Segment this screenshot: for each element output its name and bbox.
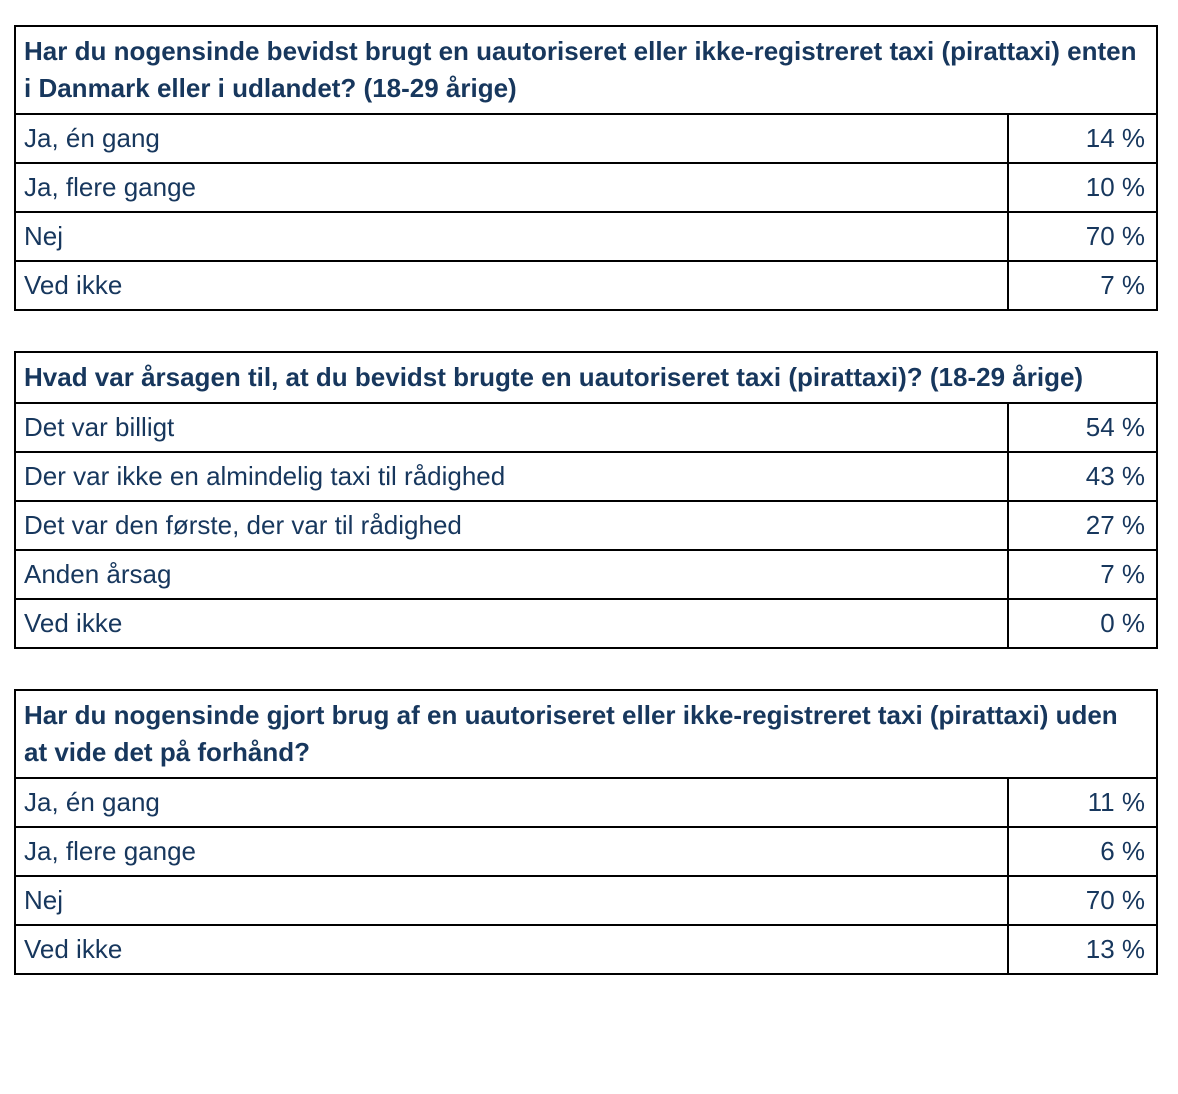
answer-label: Der var ikke en almindelig taxi til rådi… <box>14 451 1009 502</box>
answer-label: Nej <box>14 875 1009 926</box>
answer-value: 70 % <box>1007 211 1158 262</box>
answer-label: Ved ikke <box>14 260 1009 311</box>
survey-table-awareness-used: Har du nogensinde bevidst brugt en uauto… <box>14 25 1158 311</box>
survey-table-reason: Hvad var årsagen til, at du bevidst brug… <box>13 351 1159 649</box>
answer-value: 7 % <box>1007 260 1158 311</box>
answer-label: Ved ikke <box>14 924 1009 975</box>
table-row: Nej 70 % <box>14 211 1158 262</box>
answer-value: 14 % <box>1007 113 1158 164</box>
table-row: Anden årsag 7 % <box>14 549 1159 600</box>
table-row: Ja, flere gange 10 % <box>14 162 1158 213</box>
table-title: Har du nogensinde gjort brug af en uauto… <box>14 689 1158 779</box>
answer-value: 10 % <box>1007 162 1158 213</box>
table-row: Ved ikke 7 % <box>14 260 1158 311</box>
answer-label: Ja, flere gange <box>14 826 1009 877</box>
answer-value: 70 % <box>1007 875 1158 926</box>
answer-value: 13 % <box>1007 924 1158 975</box>
survey-table-unknowing-use: Har du nogensinde gjort brug af en uauto… <box>14 689 1158 975</box>
table-row: Ja, én gang 14 % <box>14 113 1158 164</box>
table-row: Ja, én gang 11 % <box>14 777 1158 828</box>
table-header-row: Har du nogensinde gjort brug af en uauto… <box>14 689 1158 779</box>
table-header-row: Hvad var årsagen til, at du bevidst brug… <box>13 351 1159 404</box>
table-title: Hvad var årsagen til, at du bevidst brug… <box>13 351 1159 404</box>
answer-label: Ja, flere gange <box>14 162 1009 213</box>
table-row: Nej 70 % <box>14 875 1158 926</box>
answer-value: 7 % <box>1006 549 1159 600</box>
answer-label: Ved ikke <box>14 598 1009 649</box>
answer-value: 0 % <box>1006 598 1159 649</box>
table-row: Det var billigt 54 % <box>14 402 1159 453</box>
answer-value: 11 % <box>1007 777 1158 828</box>
answer-value: 43 % <box>1006 451 1159 502</box>
table-header-row: Har du nogensinde bevidst brugt en uauto… <box>14 25 1158 115</box>
answer-label: Nej <box>14 211 1009 262</box>
table-row: Ja, flere gange 6 % <box>14 826 1158 877</box>
table-row: Ved ikke 13 % <box>14 924 1158 975</box>
answer-value: 6 % <box>1007 826 1158 877</box>
answer-value: 27 % <box>1006 500 1159 551</box>
table-row: Der var ikke en almindelig taxi til rådi… <box>14 451 1159 502</box>
answer-label: Ja, én gang <box>14 113 1009 164</box>
answer-label: Ja, én gang <box>14 777 1009 828</box>
answer-value: 54 % <box>1006 402 1159 453</box>
answer-label: Det var den første, der var til rådighed <box>14 500 1009 551</box>
table-row: Det var den første, der var til rådighed… <box>14 500 1159 551</box>
table-title: Har du nogensinde bevidst brugt en uauto… <box>14 25 1158 115</box>
answer-label: Anden årsag <box>14 549 1009 600</box>
table-row: Ved ikke 0 % <box>14 598 1159 649</box>
answer-label: Det var billigt <box>14 402 1009 453</box>
